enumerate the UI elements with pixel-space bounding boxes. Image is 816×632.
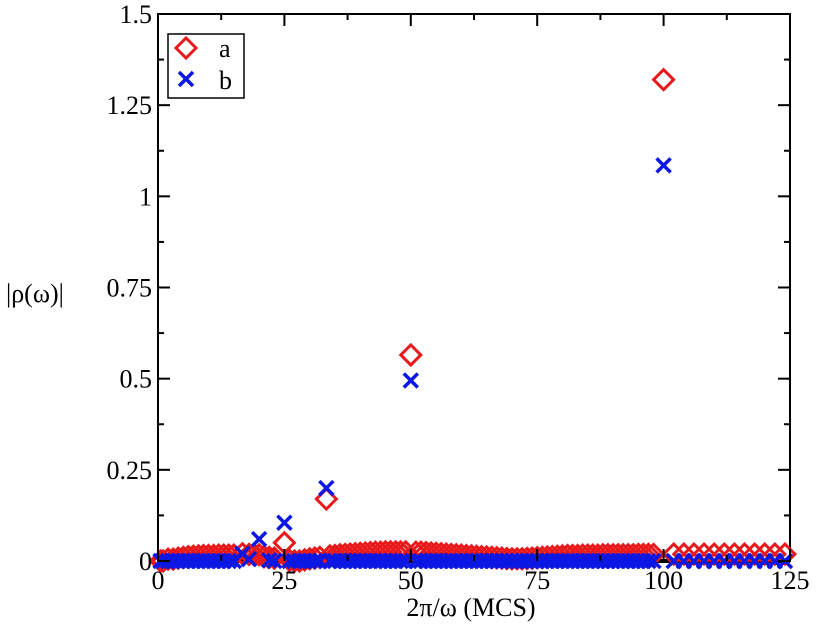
x-tick-label: 125 bbox=[771, 566, 810, 595]
legend-label-b: b bbox=[219, 66, 232, 95]
data-point-a bbox=[398, 342, 423, 368]
data-point-a bbox=[722, 541, 747, 567]
x-tick-label: 100 bbox=[644, 566, 683, 595]
plot-frame bbox=[157, 13, 791, 562]
data-point-a bbox=[671, 541, 696, 567]
data-point-a bbox=[236, 542, 262, 567]
data-point-a bbox=[702, 541, 727, 567]
x-tick-label: 25 bbox=[271, 566, 297, 595]
data-point-a bbox=[314, 486, 339, 512]
data-point-a bbox=[712, 541, 737, 567]
legend-label-a: a bbox=[219, 34, 231, 63]
plot-area bbox=[157, 13, 791, 563]
data-point-a bbox=[681, 541, 707, 567]
data-point-b bbox=[250, 530, 268, 548]
legend-marker-a bbox=[173, 35, 199, 61]
legend: a b bbox=[167, 33, 245, 99]
data-point-a bbox=[742, 541, 767, 567]
data-point-a bbox=[772, 541, 798, 567]
y-tick-label: 1 bbox=[139, 182, 152, 211]
data-point-b bbox=[306, 552, 323, 570]
data-point-b bbox=[645, 552, 662, 570]
y-axis-label: |ρ(ω)| bbox=[6, 279, 64, 308]
legend-marker-b bbox=[177, 70, 195, 88]
data-point-a bbox=[651, 67, 676, 92]
series-b bbox=[152, 157, 794, 570]
data-point-b bbox=[318, 479, 335, 497]
data-point-b bbox=[276, 514, 293, 531]
x-tick-label: 0 bbox=[152, 566, 165, 595]
series-a bbox=[148, 67, 798, 574]
data-point-a bbox=[762, 541, 787, 567]
y-tick-label: 0.25 bbox=[107, 456, 153, 485]
data-point-b bbox=[402, 372, 420, 389]
y-tick-label: 0.75 bbox=[107, 274, 153, 303]
y-tick-label: 1.25 bbox=[107, 91, 153, 120]
series-layer bbox=[148, 67, 798, 574]
data-point-a bbox=[691, 541, 717, 567]
data-point-b bbox=[655, 157, 672, 174]
y-tick-label: 1.5 bbox=[120, 0, 153, 29]
x-axis-label: 2π/ω (MCS) bbox=[406, 593, 535, 622]
data-point-b bbox=[220, 552, 238, 570]
data-point-a bbox=[752, 541, 777, 567]
data-point-a bbox=[732, 541, 757, 567]
data-point-b bbox=[266, 552, 283, 570]
data-point-a bbox=[661, 541, 686, 567]
x-tick-label: 50 bbox=[398, 566, 424, 595]
data-point-b bbox=[260, 552, 278, 569]
y-tick-label: 0.5 bbox=[120, 365, 153, 394]
ticks-layer: 0 25 50 75 100 125 0 0.25 0.5 0.75 1 1.25 1.5 bbox=[107, 0, 810, 595]
legend-item-b: b bbox=[177, 66, 232, 95]
x-tick-label: 75 bbox=[524, 566, 550, 595]
data-point-b bbox=[392, 552, 409, 570]
data-point-b bbox=[240, 550, 258, 568]
y-tick-label: 0 bbox=[139, 547, 152, 576]
legend-item-a: a bbox=[173, 34, 231, 63]
data-point-b bbox=[640, 552, 657, 570]
